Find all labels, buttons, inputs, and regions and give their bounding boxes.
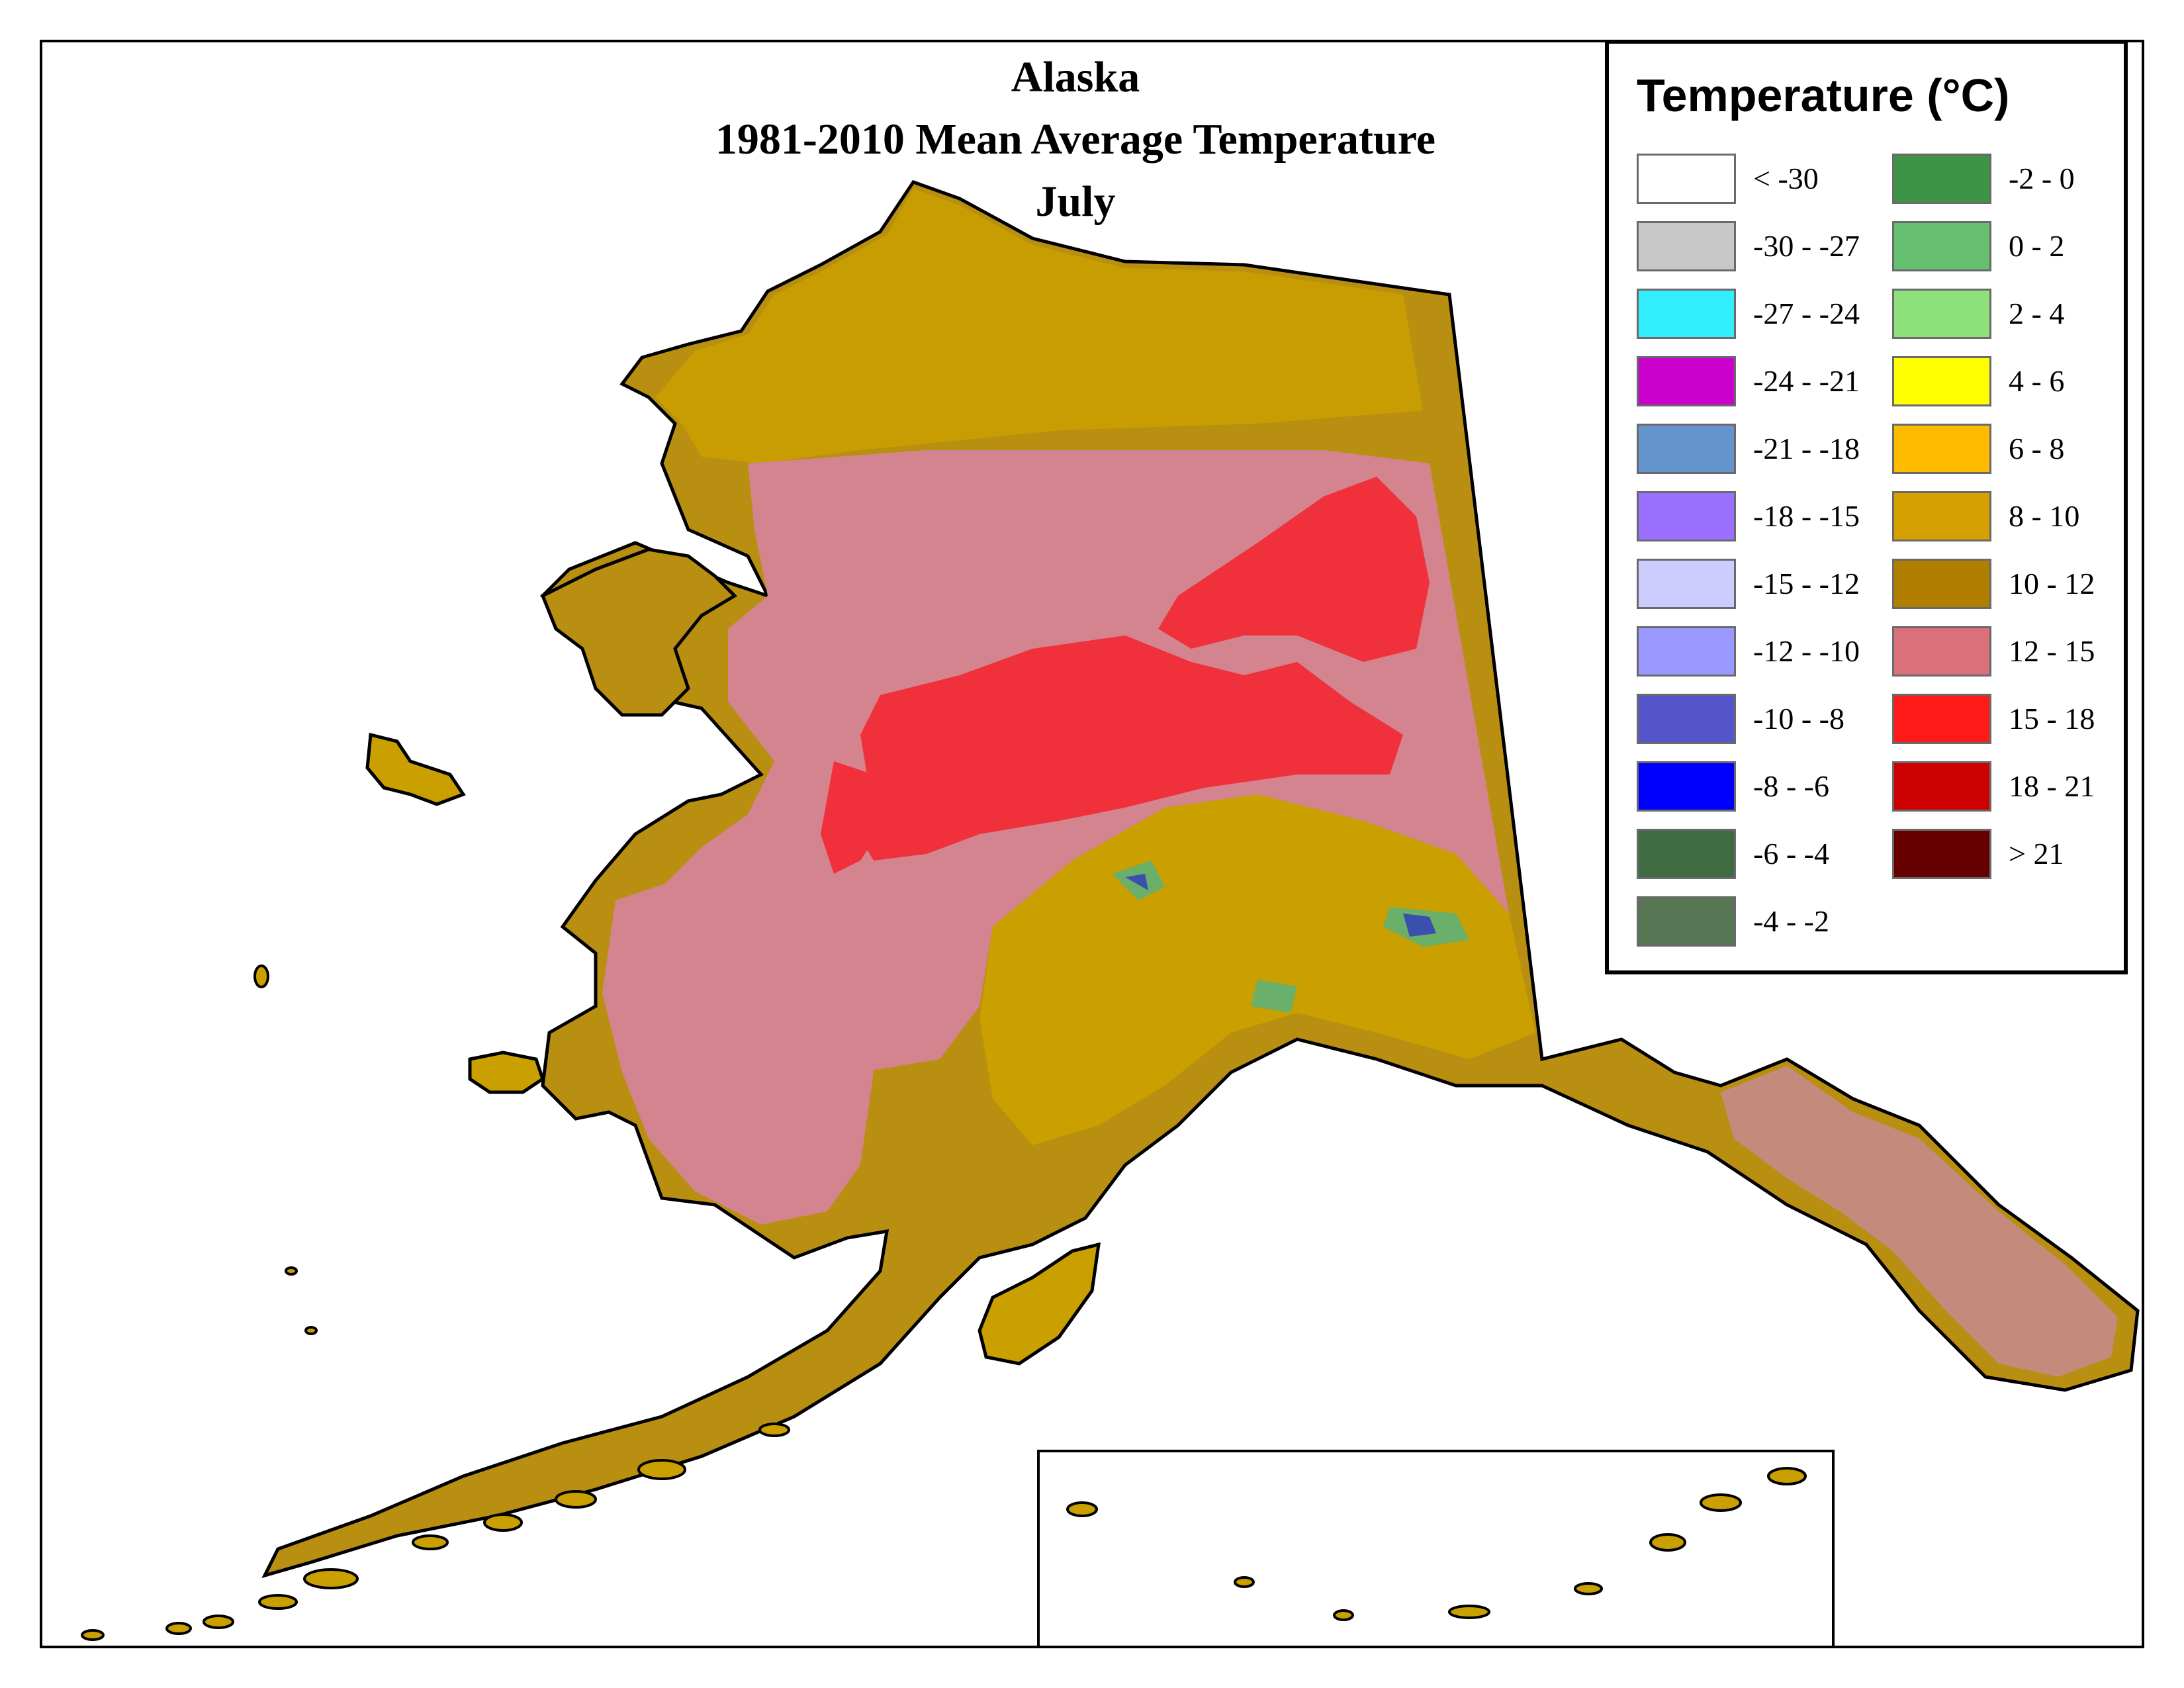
legend-item: 10 - 12 (1892, 559, 2095, 626)
nunivak-island (468, 1051, 545, 1094)
seward-peninsula (540, 547, 738, 717)
legend-item: 2 - 4 (1892, 289, 2095, 356)
legend-swatch (1637, 761, 1736, 812)
legend-swatch (1892, 491, 1991, 541)
bering-small-islands (253, 964, 318, 1335)
legend-item: 6 - 8 (1892, 424, 2095, 491)
legend-item: 18 - 21 (1892, 761, 2095, 829)
alaska-range-peaks (1112, 861, 1469, 1013)
legend-label: 0 - 2 (2009, 229, 2065, 263)
legend-item: -12 - -10 (1637, 626, 1860, 694)
title-line-subject: 1981-2010 Mean Average Temperature (715, 115, 1436, 164)
legend-item: 4 - 6 (1892, 356, 2095, 424)
legend-item: 8 - 10 (1892, 491, 2095, 559)
legend-swatch (1637, 491, 1736, 541)
legend-label: -12 - -10 (1753, 634, 1860, 668)
legend-column-2: -2 - 0 0 - 2 2 - 4 4 - 6 6 - 8 8 - 10 10 - 12 1… (1892, 154, 2095, 896)
legend-item: 12 - 15 (1892, 626, 2095, 694)
legend-label: 12 - 15 (2009, 634, 2095, 668)
legend: Temperature (°C) < -30 -30 - -27 -27 - -24… (1605, 40, 2128, 974)
hot-region-north (1158, 477, 1430, 662)
st-lawrence-island (365, 732, 466, 806)
legend-swatch (1892, 356, 1991, 406)
legend-item: -21 - -18 (1637, 424, 1860, 491)
legend-item: > 21 (1892, 829, 2095, 896)
legend-title: Temperature (°C) (1637, 70, 2010, 121)
legend-label: -6 - -4 (1753, 837, 1829, 870)
legend-item: -27 - -24 (1637, 289, 1860, 356)
hot-region-yukon (821, 761, 893, 874)
legend-swatch (1892, 761, 1991, 812)
inset-islands (1066, 1467, 1807, 1621)
legend-label: 2 - 4 (2009, 297, 2065, 330)
legend-label: -8 - -6 (1753, 769, 1829, 803)
title-line-region: Alaska (1011, 53, 1140, 101)
legend-item: -4 - -2 (1637, 896, 1860, 964)
legend-label: < -30 (1753, 162, 1819, 195)
legend-swatch (1637, 154, 1736, 204)
legend-swatch (1892, 154, 1991, 204)
aleutian-islands (81, 1423, 790, 1641)
legend-swatch (1637, 356, 1736, 406)
aleutian-inset-frame (1037, 1450, 1835, 1648)
map-title: Alaska 1981-2010 Mean Average Temperatur… (695, 46, 1456, 233)
legend-swatch (1892, 626, 1991, 677)
legend-item: -8 - -6 (1637, 761, 1860, 829)
panhandle-region (1721, 1066, 2118, 1377)
legend-label: -30 - -27 (1753, 229, 1860, 263)
legend-swatch (1637, 694, 1736, 744)
legend-item: -2 - 0 (1892, 154, 2095, 221)
legend-label: 10 - 12 (2009, 567, 2095, 600)
legend-label: -15 - -12 (1753, 567, 1860, 600)
legend-item: -18 - -15 (1637, 491, 1860, 559)
legend-item: -10 - -8 (1637, 694, 1860, 761)
legend-item: -30 - -27 (1637, 221, 1860, 289)
alaska-range-band (979, 794, 1535, 1145)
legend-swatch (1637, 221, 1736, 271)
legend-column-1: < -30 -30 - -27 -27 - -24 -24 - -21 -21 - -1… (1637, 154, 1860, 964)
legend-label: 4 - 6 (2009, 364, 2065, 398)
legend-label: 8 - 10 (2009, 499, 2080, 533)
legend-item: < -30 (1637, 154, 1860, 221)
kodiak-island (978, 1242, 1101, 1366)
hot-region-central (854, 635, 1403, 861)
legend-label: 18 - 21 (2009, 769, 2095, 803)
legend-label: -24 - -21 (1753, 364, 1860, 398)
legend-swatch (1892, 829, 1991, 879)
legend-swatch (1637, 829, 1736, 879)
legend-swatch (1892, 424, 1991, 474)
legend-swatch (1637, 559, 1736, 609)
legend-swatch (1637, 626, 1736, 677)
legend-label: -4 - -2 (1753, 904, 1829, 938)
legend-item: 0 - 2 (1892, 221, 2095, 289)
legend-label: 15 - 18 (2009, 702, 2095, 735)
legend-swatch (1892, 289, 1991, 339)
southwest-warm-region (602, 874, 874, 1225)
legend-label: -10 - -8 (1753, 702, 1844, 735)
legend-label: -2 - 0 (2009, 162, 2075, 195)
legend-item: -24 - -21 (1637, 356, 1860, 424)
legend-label: 6 - 8 (2009, 432, 2065, 465)
legend-item: -6 - -4 (1637, 829, 1860, 896)
title-line-month: July (1035, 177, 1116, 226)
legend-swatch (1892, 559, 1991, 609)
legend-label: -18 - -15 (1753, 499, 1860, 533)
legend-swatch (1637, 424, 1736, 474)
legend-swatch (1892, 694, 1991, 744)
legend-label: -21 - -18 (1753, 432, 1860, 465)
legend-item: 15 - 18 (1892, 694, 2095, 761)
legend-swatch (1892, 221, 1991, 271)
legend-item: -15 - -12 (1637, 559, 1860, 626)
legend-label: -27 - -24 (1753, 297, 1860, 330)
legend-swatch (1637, 896, 1736, 947)
north-slope-band (655, 189, 1423, 463)
legend-swatch (1637, 289, 1736, 339)
legend-label: > 21 (2009, 837, 2064, 870)
